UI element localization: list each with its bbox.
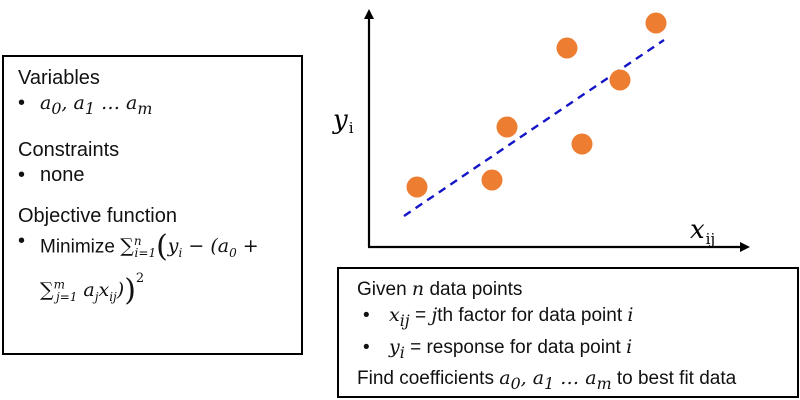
objective-formula: Minimize ∑ni=1(yi − (a0 + ∑mj=1 ajxij))2	[40, 228, 259, 310]
x-axis-label: xij	[690, 215, 715, 248]
data-point	[609, 69, 631, 91]
response-variable: yi	[389, 335, 405, 362]
bullet-dot: •	[18, 229, 26, 252]
given-suffix: data points	[429, 279, 523, 300]
constraints-value: none	[40, 163, 85, 186]
best-fit-line	[403, 39, 665, 217]
variables-heading: Variables	[18, 67, 100, 89]
objective-heading: Objective function	[18, 204, 177, 227]
objective-item: • Minimize ∑ni=1(yi − (a0 + ∑mj=1 ajxij))…	[18, 228, 301, 310]
response-description: = response for data point i	[410, 335, 633, 358]
given-n-variable: n	[411, 278, 425, 300]
given-points-line: Given n data points	[357, 277, 797, 302]
data-point	[496, 116, 518, 138]
constraints-item: • none	[18, 162, 301, 188]
bullet-dot: •	[363, 305, 370, 326]
data-point	[571, 133, 593, 155]
objective-prefix: Minimize	[40, 236, 115, 258]
data-point	[645, 12, 667, 34]
y-axis-label-subscript: i	[349, 119, 354, 137]
variables-item: • a0, a1 … am	[18, 90, 301, 122]
factor-description: = jth factor for data point i	[414, 304, 634, 326]
response-bullet: • yi = response for data point i	[357, 334, 797, 366]
y-axis-label: yi	[332, 105, 354, 137]
bullet-dot: •	[18, 163, 26, 186]
data-point	[481, 169, 503, 191]
x-axis-label-subscript: ij	[706, 230, 715, 248]
find-coefficients-line: Find coefficients a0, a1 … am to best fi…	[357, 366, 737, 393]
factor-bullet: • xij = jth factor for data point i	[357, 302, 797, 334]
bullet-dot: •	[363, 336, 370, 358]
factor-variable: xij	[389, 304, 410, 330]
objective-expression: ∑ni=1(yi − (a0 + ∑mj=1 ajxij))2	[40, 229, 259, 308]
data-description-box: Given n data points • xij = jth factor f…	[337, 267, 799, 398]
data-point	[556, 37, 578, 59]
constraints-heading: Constraints	[18, 138, 120, 161]
model-definition-box: Variables • a0, a1 … am Constraints • no…	[2, 55, 303, 355]
bullet-dot: •	[18, 92, 26, 114]
given-prefix: Given	[357, 279, 407, 300]
variables-value: a0, a1 … am	[40, 92, 153, 118]
data-point	[406, 176, 428, 198]
